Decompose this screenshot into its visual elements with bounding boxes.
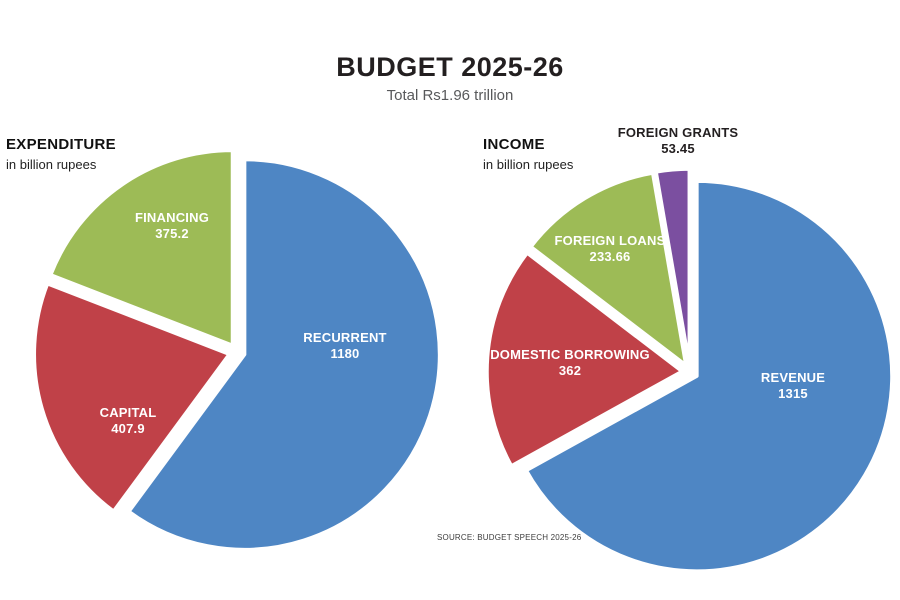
income-header: INCOME in billion rupees — [483, 136, 683, 172]
expenditure-pie-chart: RECURRENT 1180 CAPITAL 407.9 FINANCING 375.2 — [32, 148, 442, 552]
expenditure-unit-label: in billion rupees — [6, 157, 97, 172]
expenditure-header: EXPENDITURE in billion rupees — [6, 136, 206, 172]
pie-slice-revenue — [524, 179, 894, 573]
pie-slice-recurrent — [127, 157, 442, 552]
income-title: INCOME — [483, 136, 545, 153]
page-title: BUDGET 2025-26 — [336, 52, 564, 82]
expenditure-title: EXPENDITURE — [6, 136, 116, 153]
pie-label-revenue: REVENUE 1315 — [761, 370, 825, 401]
pie-label-foreign-grants: FOREIGN GRANTS 53.45 — [618, 125, 739, 156]
pie-slice-capital — [32, 281, 232, 513]
pie-slice-financing — [48, 148, 235, 348]
income-unit-label: in billion rupees — [483, 157, 574, 172]
pie-label-domestic-borrowing: DOMESTIC BORROWING 362 — [490, 347, 650, 378]
page-header: BUDGET 2025-26 Total Rs1.96 trillion — [336, 52, 564, 104]
pie-label-capital: CAPITAL 407.9 — [100, 405, 157, 436]
pie-label-recurrent: RECURRENT 1180 — [303, 330, 386, 361]
pie-slice-foreign-loans — [529, 171, 688, 367]
income-pie-chart: REVENUE 1315 DOMESTIC BORROWING 362 FOREIGN … — [485, 125, 894, 573]
pie-slice-domestic-borrowing — [485, 251, 684, 468]
pie-slice-foreign-grants — [654, 167, 692, 366]
page-subtitle: Total Rs1.96 trillion — [386, 87, 514, 104]
pie-label-financing: FINANCING 375.2 — [135, 210, 209, 241]
pie-label-foreign-loans: FOREIGN LOANS 233.66 — [555, 233, 666, 264]
source-note: SOURCE: BUDGET SPEECH 2025-26 — [437, 533, 582, 542]
